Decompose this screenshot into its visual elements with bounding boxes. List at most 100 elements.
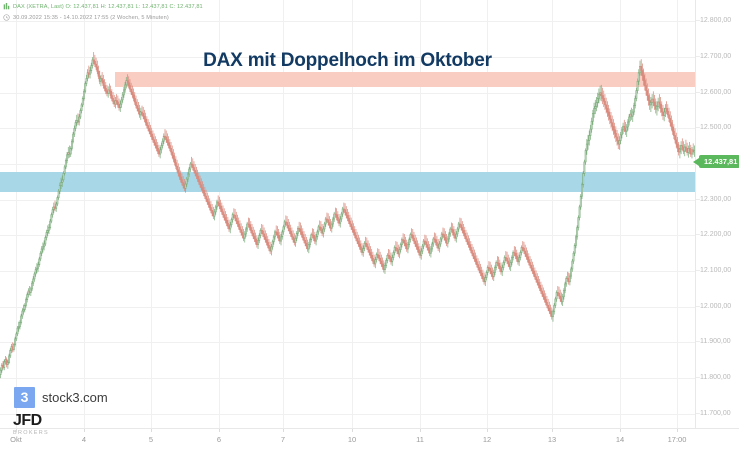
candle-body (45, 232, 48, 238)
candle-body (469, 247, 472, 251)
price-tick-mark: – (696, 124, 700, 132)
candle-body (38, 258, 41, 266)
candle-body (367, 246, 369, 251)
candle-body (149, 130, 152, 135)
candle-body (270, 246, 273, 252)
price-tick-text: 12.200,00 (700, 231, 732, 239)
candle-body (259, 230, 262, 236)
candle-body (44, 237, 47, 245)
candle-body (527, 259, 530, 263)
candle-body (189, 163, 192, 170)
candle-body (66, 154, 68, 161)
candle-body (660, 108, 663, 113)
candle-body (101, 78, 104, 81)
candle-body (468, 244, 471, 248)
time-tick-label: 17:00 (667, 435, 687, 444)
candle-body (335, 214, 338, 218)
candle-body (35, 267, 38, 270)
candle-body (330, 223, 333, 229)
candle-body (477, 264, 479, 268)
candle-body (305, 242, 308, 247)
candle-body (312, 235, 315, 239)
candle-body (132, 94, 135, 99)
page-title: DAX mit Doppelhoch im Oktober (203, 50, 492, 71)
candle-body (421, 245, 424, 252)
candle-body (439, 238, 442, 245)
clock-icon (3, 14, 10, 21)
candle-body (86, 72, 89, 79)
price-tick-text: 12.000,00 (700, 302, 732, 310)
candle-body (39, 252, 42, 260)
candle-body (166, 139, 169, 144)
candle-body (581, 184, 583, 197)
candle-body (411, 235, 414, 239)
candle-body (191, 164, 194, 168)
candle-body (121, 94, 124, 101)
candle-body (349, 220, 351, 225)
candle-body (625, 126, 628, 132)
candle-body (195, 172, 198, 177)
candle-body (446, 238, 449, 244)
candle-body (374, 259, 377, 265)
candle-body (95, 63, 97, 68)
candle-body (600, 92, 603, 96)
candle-body (425, 241, 427, 246)
candle-body (184, 183, 187, 189)
candle-body (526, 256, 529, 260)
instrument-row[interactable]: DAX (XETRA, Last) O: 12.437,81 H: 12.437… (3, 2, 203, 11)
candle-body (548, 307, 551, 312)
candle-body (663, 111, 666, 116)
period-row[interactable]: 30.09.2022 15:35 - 14.10.2022 17:55 (2 W… (3, 13, 203, 22)
candle-body (579, 195, 582, 208)
candle-body (81, 98, 84, 106)
candle-body (539, 287, 542, 292)
candle-body (460, 224, 463, 228)
candle-body (168, 145, 171, 149)
time-axis[interactable]: Okt 4 5 6 7 10 11 12 13 14 17:00 (0, 428, 739, 452)
candle-body (532, 270, 535, 275)
candle-body (131, 91, 134, 96)
grid-line-vertical (283, 0, 284, 428)
candle-body (417, 249, 420, 253)
candle-body (380, 260, 383, 265)
price-tick-label: –12.300,00 (696, 194, 739, 206)
candle-body (251, 230, 253, 234)
candle-body (170, 148, 172, 153)
candle-body (289, 230, 292, 235)
price-tick-mark: – (696, 195, 700, 203)
candle-body (388, 255, 391, 260)
candle-body (203, 192, 206, 197)
candle-body (57, 190, 60, 198)
candle-body (498, 265, 501, 270)
time-tick-mark (283, 429, 284, 432)
candle-body (300, 231, 303, 236)
candle-body (17, 326, 20, 329)
candle-body (480, 272, 483, 277)
candle-body (612, 125, 615, 131)
candle-body (601, 95, 604, 99)
candle-body (444, 237, 447, 241)
candle-body (102, 80, 105, 86)
candle-body (217, 201, 220, 204)
price-axis[interactable]: –12.800,00 –12.700,00 –12.600,00 –12.500,00… (695, 0, 739, 428)
candle-body (91, 59, 94, 66)
candle-body (243, 233, 246, 239)
candle-body (219, 205, 222, 210)
candle-body (658, 101, 661, 105)
candle-body (114, 100, 117, 105)
candle-body (362, 247, 365, 253)
candle-body (590, 120, 593, 130)
candle-body (582, 172, 585, 186)
price-tick-label: –12.700,00 (696, 51, 739, 63)
time-tick-mark (352, 429, 353, 432)
candle-body (283, 221, 286, 228)
candle-body (6, 362, 9, 365)
candle-body (448, 233, 450, 240)
candle-body (604, 100, 606, 106)
candle-body (564, 283, 566, 291)
stock3-logo: 3 stock3.com (14, 387, 108, 408)
candle-body (13, 344, 15, 350)
candle-body (340, 213, 343, 220)
candle-body (96, 66, 99, 72)
candle-body (152, 136, 154, 141)
